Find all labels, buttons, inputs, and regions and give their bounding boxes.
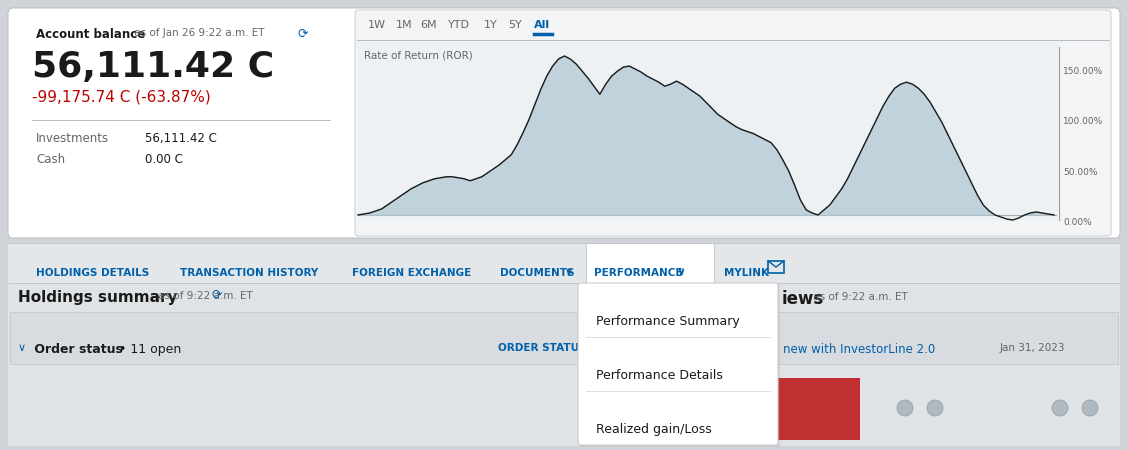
Text: 6M: 6M bbox=[420, 20, 437, 30]
Text: Performance Summary: Performance Summary bbox=[596, 315, 740, 328]
Text: 1Y: 1Y bbox=[484, 20, 497, 30]
Text: DOCUMENTS: DOCUMENTS bbox=[500, 268, 574, 278]
Text: new with InvestorLine 2.0: new with InvestorLine 2.0 bbox=[783, 343, 935, 356]
Bar bbox=[695, 378, 860, 440]
Text: ORDER STATUS: ORDER STATUS bbox=[497, 343, 587, 353]
Text: -99,175.74 C (-63.87%): -99,175.74 C (-63.87%) bbox=[32, 90, 211, 105]
FancyBboxPatch shape bbox=[355, 10, 1111, 236]
Text: Cash: Cash bbox=[36, 153, 65, 166]
Text: Rate of Return (ROR): Rate of Return (ROR) bbox=[364, 50, 473, 60]
Bar bbox=[10, 312, 1118, 364]
Text: as of 9:22 a.m. ET: as of 9:22 a.m. ET bbox=[155, 291, 253, 301]
Text: Account balance: Account balance bbox=[36, 28, 146, 41]
Text: Order status: Order status bbox=[30, 343, 123, 356]
Bar bbox=[580, 285, 779, 447]
Text: Holdings summary: Holdings summary bbox=[18, 290, 177, 305]
Bar bbox=[358, 42, 1058, 220]
Text: as of Jan 26 9:22 a.m. ET: as of Jan 26 9:22 a.m. ET bbox=[131, 28, 264, 38]
FancyBboxPatch shape bbox=[578, 283, 778, 445]
Text: 1M: 1M bbox=[396, 20, 413, 30]
Text: TRANSACTION HISTORY: TRANSACTION HISTORY bbox=[180, 268, 318, 278]
Bar bbox=[8, 283, 1120, 446]
Text: ∨: ∨ bbox=[18, 343, 26, 353]
Text: as of 9:22 a.m. ET: as of 9:22 a.m. ET bbox=[810, 292, 908, 302]
Text: ⟳: ⟳ bbox=[212, 289, 222, 302]
FancyBboxPatch shape bbox=[8, 8, 1120, 238]
Text: 0.00%: 0.00% bbox=[1063, 218, 1092, 227]
Text: Investments: Investments bbox=[36, 132, 109, 145]
Circle shape bbox=[897, 400, 913, 416]
Text: 0.00 C: 0.00 C bbox=[146, 153, 183, 166]
Text: 100.00%: 100.00% bbox=[1063, 117, 1103, 126]
Text: 56,111.42 C: 56,111.42 C bbox=[32, 50, 274, 84]
Text: PERFORMANCE: PERFORMANCE bbox=[594, 268, 682, 278]
Bar bbox=[587, 243, 714, 283]
Circle shape bbox=[1052, 400, 1068, 416]
Text: Realized gain/Loss: Realized gain/Loss bbox=[596, 423, 712, 436]
Text: • 11 open: • 11 open bbox=[115, 343, 182, 356]
Text: All: All bbox=[534, 20, 550, 30]
Text: ∨: ∨ bbox=[676, 267, 685, 277]
Text: 50.00%: 50.00% bbox=[1063, 168, 1098, 177]
Text: FOREIGN EXCHANGE: FOREIGN EXCHANGE bbox=[352, 268, 472, 278]
Text: 5Y: 5Y bbox=[508, 20, 522, 30]
Text: ∨: ∨ bbox=[565, 267, 573, 277]
Text: 1W: 1W bbox=[368, 20, 386, 30]
Bar bbox=[8, 243, 1120, 283]
Bar bbox=[768, 261, 784, 273]
Text: ⟳: ⟳ bbox=[298, 28, 308, 41]
Text: 56,111.42 C: 56,111.42 C bbox=[146, 132, 217, 145]
Text: Performance Details: Performance Details bbox=[596, 369, 723, 382]
Circle shape bbox=[927, 400, 943, 416]
Text: MYLINK: MYLINK bbox=[724, 268, 769, 278]
Text: HOLDINGS DETAILS: HOLDINGS DETAILS bbox=[36, 268, 149, 278]
Text: iews: iews bbox=[782, 290, 825, 308]
Text: 150.00%: 150.00% bbox=[1063, 67, 1103, 76]
Circle shape bbox=[1082, 400, 1098, 416]
Text: YTD: YTD bbox=[448, 20, 470, 30]
Text: Jan 31, 2023: Jan 31, 2023 bbox=[1001, 343, 1066, 353]
